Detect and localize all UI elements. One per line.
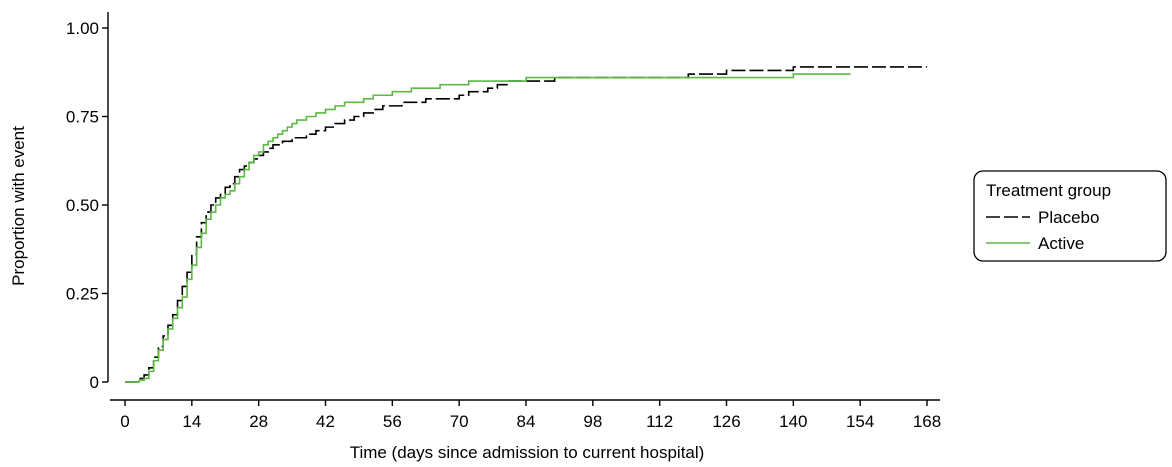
x-tick-label: 140 (779, 412, 807, 431)
y-tick-label: 0 (90, 373, 99, 392)
legend-title: Treatment group (986, 181, 1111, 200)
axes: 0 0.25 0.50 0.75 1.00 0 14 28 42 56 70 84 98 112 126 14… (66, 12, 941, 431)
x-tick-label: 112 (646, 412, 673, 431)
y-tick-label: 1.00 (66, 19, 99, 38)
y-tick-label: 0.75 (66, 108, 99, 127)
x-tick-label: 154 (846, 412, 874, 431)
x-tick-label: 126 (712, 412, 740, 431)
legend: Treatment group Placebo Active (973, 170, 1167, 262)
legend-box (973, 170, 1167, 262)
legend-label-active: Active (1038, 234, 1084, 253)
y-tick-label: 0.25 (66, 285, 99, 304)
x-tick-label: 56 (383, 412, 402, 431)
x-tick-label: 168 (913, 412, 941, 431)
y-tick-label: 0.50 (66, 196, 99, 215)
x-tick-label: 42 (316, 412, 335, 431)
y-axis-label: Proportion with event (9, 126, 28, 286)
x-tick-label: 70 (450, 412, 469, 431)
x-tick-label: 84 (517, 412, 536, 431)
x-tick-label: 98 (583, 412, 602, 431)
plot-area (125, 66, 927, 383)
x-axis-label: Time (days since admission to current ho… (350, 443, 705, 462)
x-tick-label: 14 (182, 412, 201, 431)
series-line-active (125, 73, 851, 383)
x-tick-label: 0 (120, 412, 129, 431)
x-tick-label: 28 (249, 412, 268, 431)
legend-label-placebo: Placebo (1038, 208, 1099, 227)
series-line-placebo (125, 66, 927, 383)
